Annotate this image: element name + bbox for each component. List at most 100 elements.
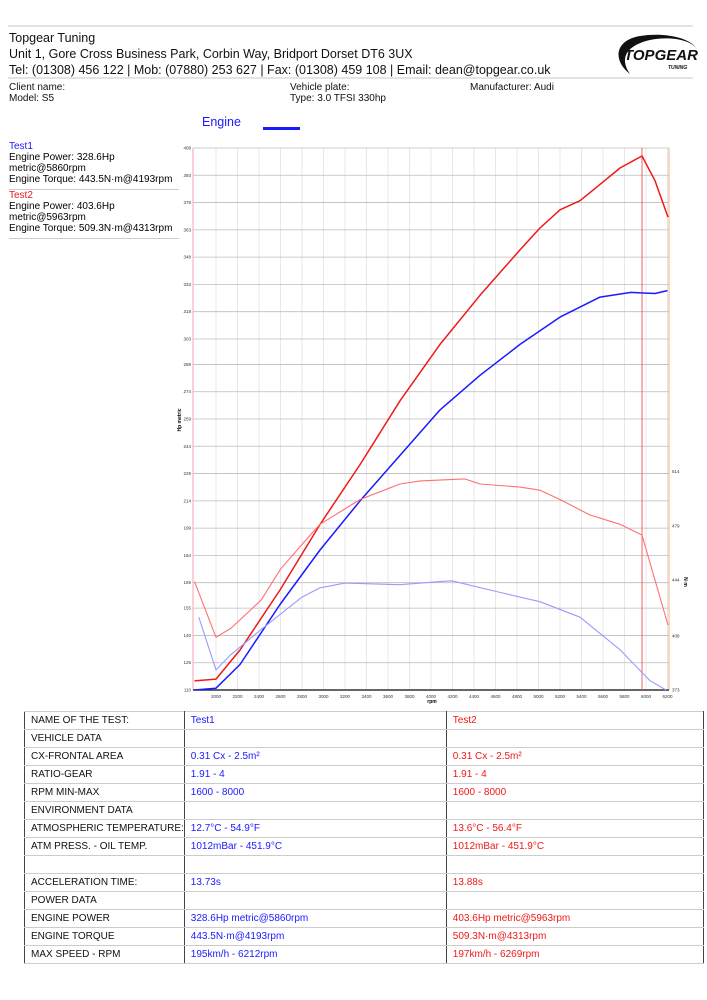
row-label: POWER DATA: [24, 891, 185, 910]
y2-axis-label: N·m: [682, 577, 688, 587]
y-tick-label: 125: [183, 660, 191, 665]
row-label: VEHICLE DATA: [24, 729, 185, 748]
test1-value: 1.91 - 4: [183, 765, 447, 784]
legend-line: [263, 127, 300, 130]
legend-title: Engine: [202, 115, 241, 129]
x-tick-label: 2400: [254, 694, 265, 699]
test2-value: [445, 891, 704, 910]
y-tick-label: 184: [183, 553, 191, 558]
x-tick-label: 5400: [576, 694, 587, 699]
y2-tick-label: 373: [672, 688, 680, 693]
x-tick-label: 4600: [490, 694, 501, 699]
table-row: ENGINE POWER 328.6Hp metric@5860rpm 403.6H…: [24, 909, 704, 928]
company-name: Topgear Tuning: [9, 31, 96, 45]
vehicle-type: Type: 3.0 TFSI 330hp: [290, 93, 386, 104]
x-tick-label: 6200: [662, 694, 673, 699]
x-tick-label: 2800: [297, 694, 308, 699]
test1-value: 0.31 Cx - 2.5m²: [183, 747, 447, 766]
test1-torque-line: [198, 580, 667, 691]
table-row: [24, 855, 704, 874]
table-row: RPM MIN-MAX 1600 - 8000 1600 - 8000: [24, 783, 704, 802]
test2-value: 13.88s: [445, 873, 704, 892]
table-row: CX-FRONTAL AREA 0.31 Cx - 2.5m² 0.31 Cx - …: [24, 747, 704, 766]
model: Model: S5: [9, 93, 55, 104]
row-label: ACCELERATION TIME:: [24, 873, 185, 892]
test1-value: Test1: [183, 711, 447, 730]
row-label: RATIO-GEAR: [24, 765, 185, 784]
test2-summary: Test2 Engine Power: 403.6Hp metric@5963r…: [9, 190, 179, 239]
test2-torque: Engine Torque: 509.3N·m@4313rpm: [9, 223, 173, 234]
x-tick-label: 3400: [361, 694, 372, 699]
test1-value: 195km/h - 6212rpm: [183, 945, 447, 964]
y-tick-label: 303: [183, 336, 191, 341]
x-tick-label: 3200: [340, 694, 351, 699]
y-tick-label: 318: [183, 309, 191, 314]
row-label: ATMOSPHERIC TEMPERATURE:: [24, 819, 185, 838]
test1-torque: Engine Torque: 443.5N·m@4193rpm: [9, 174, 173, 185]
test2-power: Engine Power: 403.6Hp metric@5963rpm: [9, 201, 115, 223]
y-tick-label: 259: [183, 417, 191, 422]
x-tick-label: 3800: [404, 694, 415, 699]
test1-value: [183, 801, 447, 820]
test1-value: 1012mBar - 451.9°C: [183, 837, 447, 856]
test1-value: 12.7°C - 54.9°F: [183, 819, 447, 838]
header-divider: [8, 77, 693, 79]
test1-value: 13.73s: [183, 873, 447, 892]
y2-tick-label: 479: [672, 523, 680, 528]
x-tick-label: 5000: [533, 694, 544, 699]
test2-name: Test2: [9, 190, 33, 201]
vehicle-info: Vehicle plate: Type: 3.0 TFSI 330hp: [290, 82, 386, 104]
svg-text:TUNING: TUNING: [668, 65, 687, 71]
y-tick-label: 333: [183, 282, 191, 287]
client-info: Client name: Model: S5: [9, 82, 65, 104]
test2-value: 13.6°C - 56.4°F: [445, 819, 704, 838]
x-tick-label: 4000: [426, 694, 437, 699]
vehicle-plate: Vehicle plate:: [290, 82, 350, 93]
test2-value: 509.3N·m@4313rpm: [445, 927, 704, 946]
table-row: MAX SPEED - RPM 195km/h - 6212rpm 197km/h …: [24, 945, 704, 964]
y-tick-label: 110: [184, 688, 192, 693]
table-row: ENVIRONMENT DATA: [24, 801, 704, 820]
svg-text:TOPGEAR: TOPGEAR: [624, 47, 698, 64]
x-tick-label: 5200: [555, 694, 566, 699]
table-row: RATIO-GEAR 1.91 - 4 1.91 - 4: [24, 765, 704, 784]
y-tick-label: 363: [183, 227, 191, 232]
test2-value: 1012mBar - 451.9°C: [445, 837, 704, 856]
table-row: ATMOSPHERIC TEMPERATURE: 12.7°C - 54.9°F 1…: [24, 819, 704, 838]
row-label: ENVIRONMENT DATA: [24, 801, 185, 820]
test2-value: 1600 - 8000: [445, 783, 704, 802]
y-tick-label: 378: [183, 200, 191, 205]
test2-value: 403.6Hp metric@5963rpm: [445, 909, 704, 928]
test1-name: Test1: [9, 141, 33, 152]
x-tick-label: 2000: [211, 694, 222, 699]
test2-value: [445, 729, 704, 748]
y-tick-label: 140: [183, 633, 191, 638]
x-tick-label: 4200: [447, 694, 458, 699]
x-tick-label: 5800: [619, 694, 630, 699]
x-tick-label: 2200: [232, 694, 243, 699]
topgear-logo: TOPGEAR TUNING: [618, 34, 698, 74]
test1-power-line: [194, 289, 668, 691]
client-name: Client name:: [9, 82, 66, 93]
test1-value: 1600 - 8000: [183, 783, 447, 802]
row-label: ENGINE POWER: [24, 909, 185, 928]
row-label: NAME OF THE TEST:: [24, 711, 185, 730]
y-tick-label: 199: [183, 526, 191, 531]
test2-value: 1.91 - 4: [445, 765, 704, 784]
y-tick-label: 155: [183, 606, 191, 611]
y-tick-label: 274: [183, 389, 191, 394]
company-header: Topgear Tuning Unit 1, Gore Cross Busine…: [9, 30, 551, 78]
row-label: CX-FRONTAL AREA: [24, 747, 185, 766]
row-label: MAX SPEED - RPM: [24, 945, 185, 964]
x-tick-label: 2600: [275, 694, 286, 699]
y-tick-label: 348: [183, 255, 191, 260]
company-address: Unit 1, Gore Cross Business Park, Corbin…: [9, 47, 413, 61]
test1-value: 328.6Hp metric@5860rpm: [183, 909, 447, 928]
y2-tick-label: 408: [672, 633, 680, 638]
x-tick-label: 6000: [641, 694, 652, 699]
manufacturer: Manufacturer: Audi: [470, 82, 554, 93]
y2-tick-label: 514: [672, 469, 680, 474]
y-tick-label: 408: [183, 146, 191, 151]
test1-power: Engine Power: 328.6Hp metric@5860rpm: [9, 152, 115, 174]
company-contact: Tel: (01308) 456 122 | Mob: (07880) 253 …: [9, 63, 551, 77]
